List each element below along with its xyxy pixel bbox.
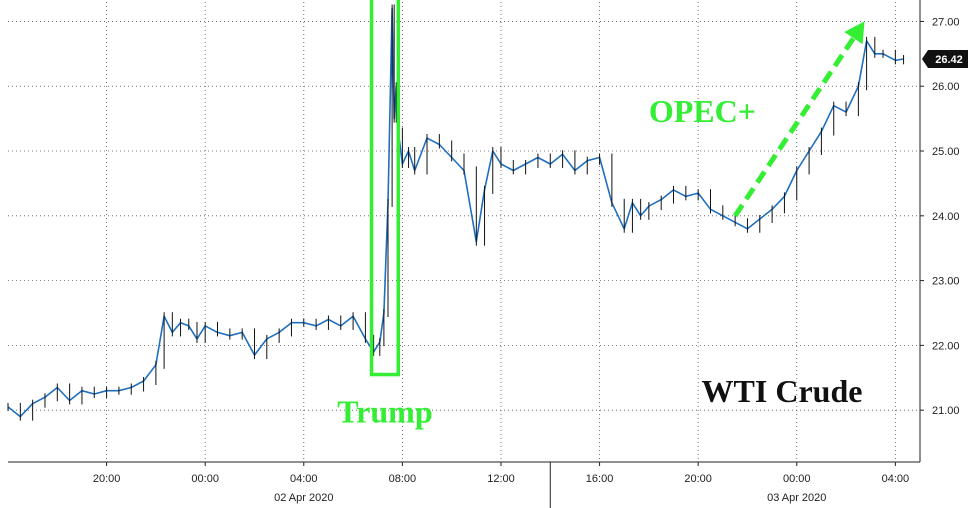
last-value-badge — [922, 50, 968, 69]
y-tick-label: 24.00 — [932, 211, 960, 223]
price-line — [7, 7, 904, 418]
y-tick-label: 26.00 — [932, 81, 960, 93]
opec-arrow-shaft — [733, 36, 856, 218]
x-tick-label: 20:00 — [684, 473, 712, 485]
opec-annotation-label: OPEC+ — [649, 93, 756, 129]
x-tick-label: 12:00 — [487, 473, 515, 485]
y-tick-label: 25.00 — [932, 146, 960, 158]
x-tick-label: 00:00 — [783, 473, 811, 485]
date-label: 02 Apr 2020 — [274, 492, 333, 504]
x-tick-label: 20:00 — [93, 473, 121, 485]
date-label: 03 Apr 2020 — [767, 492, 826, 504]
annotations: Trump OPEC+ — [337, 0, 865, 430]
x-tick-label: 00:00 — [191, 473, 219, 485]
y-tick-label: 22.00 — [932, 340, 960, 352]
y-tick-label: 23.00 — [932, 276, 960, 288]
price-series — [7, 4, 905, 421]
trump-annotation-label: Trump — [337, 394, 432, 430]
x-tick-label: 16:00 — [586, 473, 614, 485]
y-tick-label: 21.00 — [932, 405, 960, 417]
y-tick-label: 27.00 — [932, 16, 960, 28]
x-tick-label: 04:00 — [290, 473, 318, 485]
last-value-label: 26.42 — [935, 54, 963, 66]
chart-title: WTI Crude — [702, 373, 863, 409]
gridlines — [8, 2, 920, 462]
opec-arrow-head — [844, 21, 865, 45]
axes: 21.00 22.00 23.00 24.00 25.00 26.00 27.00 20:00… — [8, 0, 968, 508]
trump-highlight-box — [369, 0, 401, 377]
x-tick-label: 04:00 — [882, 473, 910, 485]
x-tick-label: 08:00 — [389, 473, 417, 485]
